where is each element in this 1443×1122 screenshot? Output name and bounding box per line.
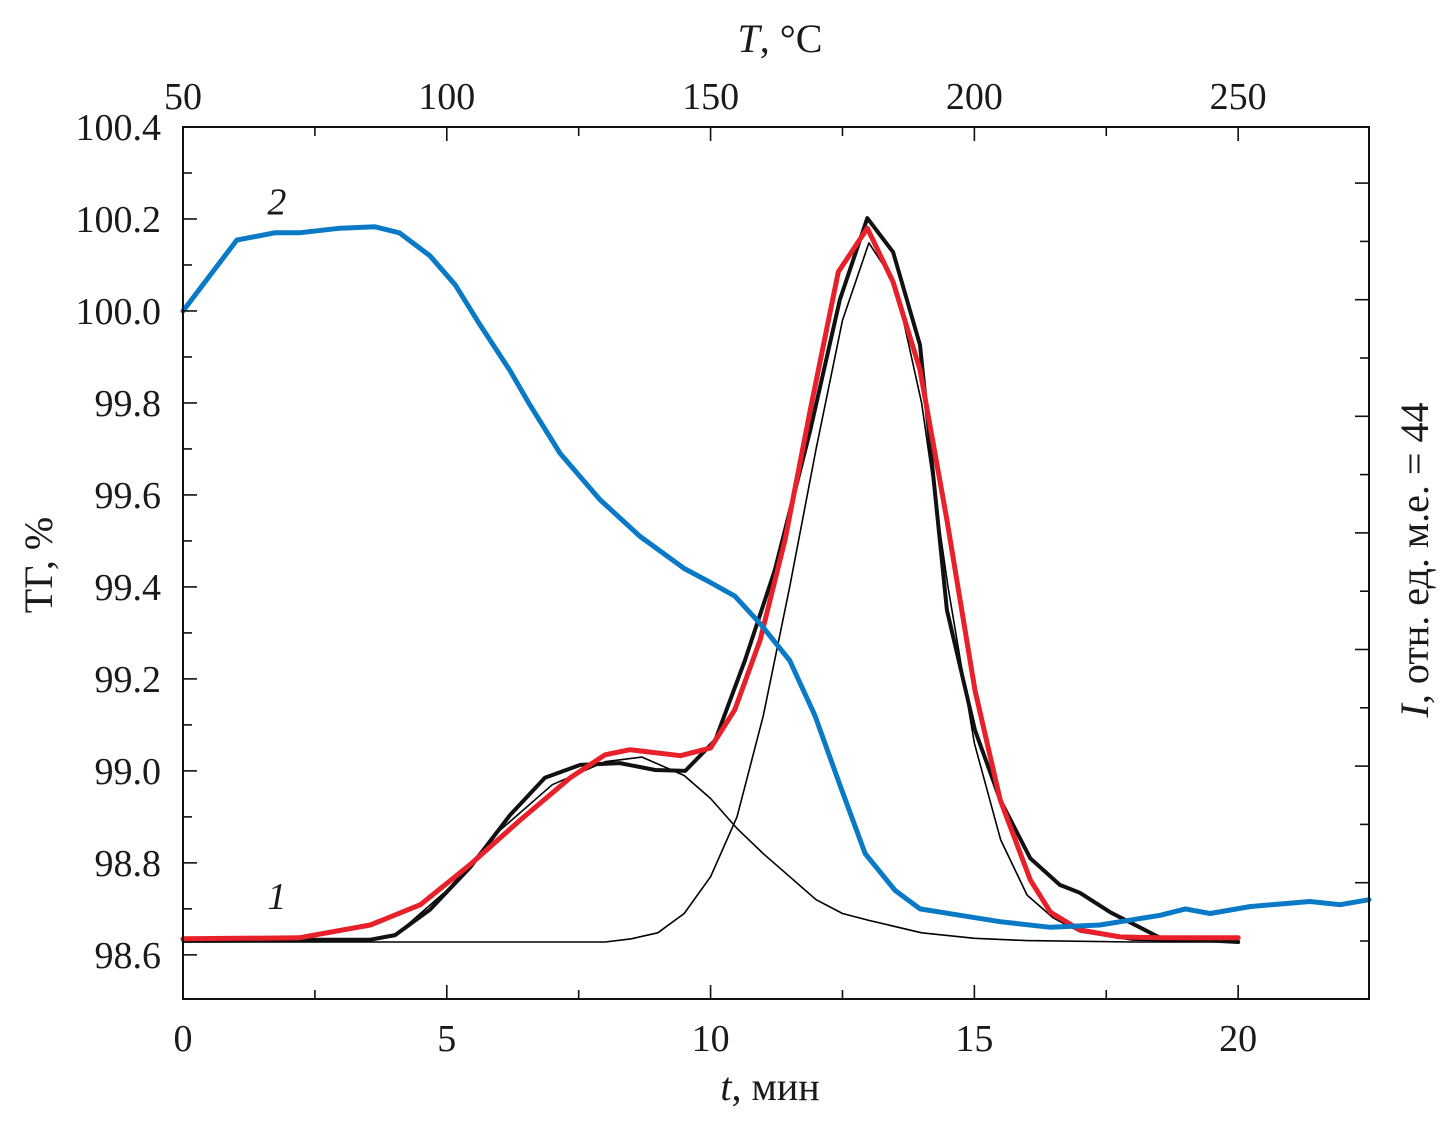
x-axis-unit: , мин <box>732 1064 820 1109</box>
x2-tick-label: 250 <box>1210 76 1267 118</box>
y-tick-label: 98.8 <box>95 843 162 885</box>
y2-axis-title: I, отн. ед. м.е. = 44 <box>1392 403 1437 719</box>
y-tick-label: 98.6 <box>95 935 162 977</box>
y-tick-label: 100.0 <box>76 291 162 333</box>
series-line-5 <box>182 242 1239 943</box>
x2-tick-label: 50 <box>164 76 202 118</box>
x2-tick-label: 200 <box>946 76 1003 118</box>
x-tick-label: 0 <box>174 1018 193 1060</box>
x-tick-label: 20 <box>1219 1018 1257 1060</box>
y2-axis-unit: , отн. ед. м.е. = 44 <box>1392 403 1437 705</box>
plot-frame <box>182 126 1370 1000</box>
y-tick-label: 99.6 <box>95 475 162 517</box>
x-tick-label: 15 <box>955 1018 993 1060</box>
curve-label-2: 2 <box>267 181 286 223</box>
x-tick-label: 5 <box>437 1018 456 1060</box>
axes-layer: 0 5 10 15 20 50 100 150 200 250 100.4 100.2 100.0 99.… <box>76 76 1369 1060</box>
x2-tick-label: 100 <box>418 76 475 118</box>
y-tick-label: 99.4 <box>95 567 162 609</box>
series-layer <box>180 216 1372 944</box>
y2-axis-var: I <box>1392 702 1437 718</box>
y-tick-label: 99.0 <box>95 751 162 793</box>
y-tick-label: 99.8 <box>95 383 162 425</box>
y-tick-label: 100.2 <box>76 199 162 241</box>
series-line-4 <box>182 756 1239 943</box>
y-tick-label: 99.2 <box>95 659 162 701</box>
curve-label-1: 1 <box>267 876 286 918</box>
x2-tick-label: 150 <box>682 76 739 118</box>
x-axis-var: t <box>720 1064 732 1109</box>
series-line-1 <box>180 224 1372 930</box>
y-tick-label: 100.4 <box>76 107 162 149</box>
y-axis-title: ТГ, % <box>16 517 61 613</box>
x2-axis-var: T <box>738 16 763 61</box>
series-line-3 <box>180 225 1241 942</box>
x2-axis-unit: , °C <box>760 16 823 61</box>
x-tick-label: 10 <box>692 1018 730 1060</box>
x-axis-title: t, мин <box>720 1064 819 1109</box>
x2-axis-title: T, °C <box>738 16 823 61</box>
